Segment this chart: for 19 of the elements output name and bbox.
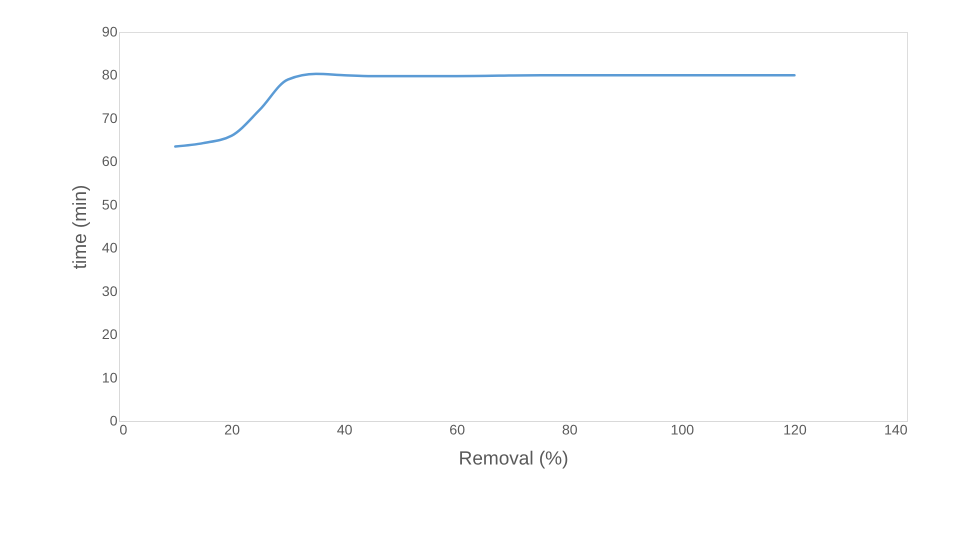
y-tick-label: 20 (102, 326, 118, 342)
y-tick-label: 10 (102, 369, 118, 386)
x-tick-label: 80 (562, 422, 578, 438)
x-tick-label: 100 (670, 422, 694, 438)
y-tick-label: 30 (102, 282, 118, 299)
x-tick-label: 60 (449, 422, 466, 438)
x-tick-label: 140 (884, 422, 908, 438)
x-axis-title: Removal (%) (458, 448, 568, 470)
y-axis-title: time (min) (70, 184, 91, 270)
y-tick-label: 50 (102, 196, 118, 212)
x-tick-label: 40 (336, 422, 353, 438)
x-tick-label: 20 (224, 422, 240, 438)
line-series (174, 72, 796, 148)
y-tick-label: 70 (102, 110, 118, 126)
y-tick-label: 80 (102, 66, 118, 83)
y-tick-label: 90 (102, 24, 118, 40)
y-tick-label: 60 (102, 153, 118, 170)
y-tick-label: 40 (102, 240, 118, 256)
x-tick-label: 120 (783, 422, 807, 438)
